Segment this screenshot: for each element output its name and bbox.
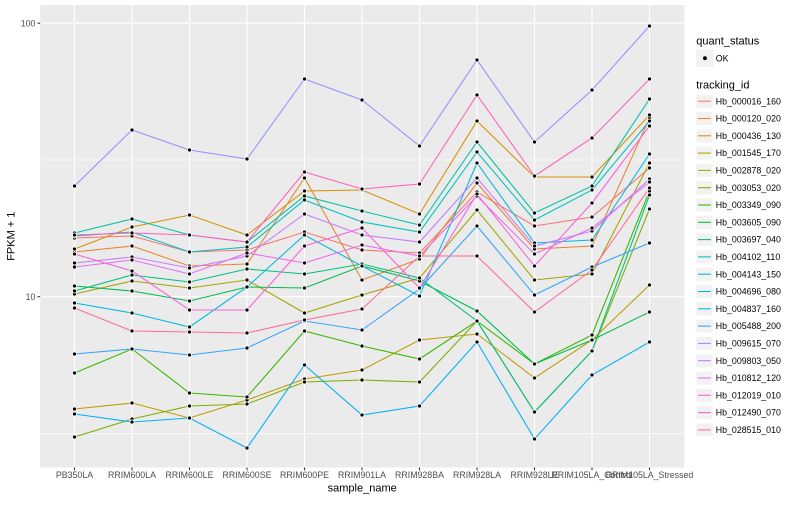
svg-text:Hb_012019_010: Hb_012019_010 — [716, 390, 781, 400]
svg-text:RRIM928LE: RRIM928LE — [511, 470, 559, 480]
svg-text:Hb_003349_090: Hb_003349_090 — [716, 200, 781, 210]
svg-text:Hb_004143_150: Hb_004143_150 — [716, 269, 781, 279]
svg-text:Hb_004837_160: Hb_004837_160 — [716, 304, 781, 314]
svg-text:10: 10 — [26, 292, 36, 302]
svg-text:Hb_004102_110: Hb_004102_110 — [716, 252, 781, 262]
svg-text:Hb_000120_020: Hb_000120_020 — [716, 114, 781, 124]
svg-text:Hb_012490_070: Hb_012490_070 — [716, 408, 781, 418]
svg-text:Hb_000016_160: Hb_000016_160 — [716, 96, 781, 106]
svg-text:Hb_003605_090: Hb_003605_090 — [716, 217, 781, 227]
svg-text:RRIM105LA_Control: RRIM105LA_Control — [551, 470, 632, 480]
svg-text:Hb_000436_130: Hb_000436_130 — [716, 131, 781, 141]
svg-text:quant_status: quant_status — [696, 36, 759, 48]
svg-text:Hb_005488_200: Hb_005488_200 — [716, 321, 781, 331]
svg-text:100: 100 — [21, 18, 36, 28]
svg-text:Hb_028515_010: Hb_028515_010 — [716, 425, 781, 435]
svg-text:RRIM105LA_Stressed: RRIM105LA_Stressed — [606, 470, 694, 480]
svg-text:FPKM + 1: FPKM + 1 — [6, 212, 18, 261]
svg-text:Hb_009615_070: Hb_009615_070 — [716, 339, 781, 349]
svg-text:Hb_004696_080: Hb_004696_080 — [716, 287, 781, 297]
svg-text:Hb_002878_020: Hb_002878_020 — [716, 166, 781, 176]
svg-text:RRIM600SE: RRIM600SE — [223, 470, 272, 480]
svg-text:RRIM928BA: RRIM928BA — [395, 470, 444, 480]
svg-text:sample_name: sample_name — [328, 483, 397, 495]
svg-text:RRIM600LA: RRIM600LA — [108, 470, 156, 480]
svg-text:PB350LA: PB350LA — [56, 470, 93, 480]
svg-text:RRIM600PE: RRIM600PE — [280, 470, 329, 480]
svg-text:Hb_001545_170: Hb_001545_170 — [716, 148, 781, 158]
svg-text:OK: OK — [716, 53, 729, 63]
svg-text:tracking_id: tracking_id — [696, 79, 749, 91]
svg-text:Hb_010812_120: Hb_010812_120 — [716, 373, 781, 383]
svg-text:RRIM928LA: RRIM928LA — [453, 470, 501, 480]
svg-text:Hb_003697_040: Hb_003697_040 — [716, 235, 781, 245]
svg-text:Hb_009803_050: Hb_009803_050 — [716, 356, 781, 366]
svg-text:RRIM901LA: RRIM901LA — [338, 470, 386, 480]
svg-text:Hb_003053_020: Hb_003053_020 — [716, 183, 781, 193]
svg-text:RRIM600LE: RRIM600LE — [166, 470, 214, 480]
